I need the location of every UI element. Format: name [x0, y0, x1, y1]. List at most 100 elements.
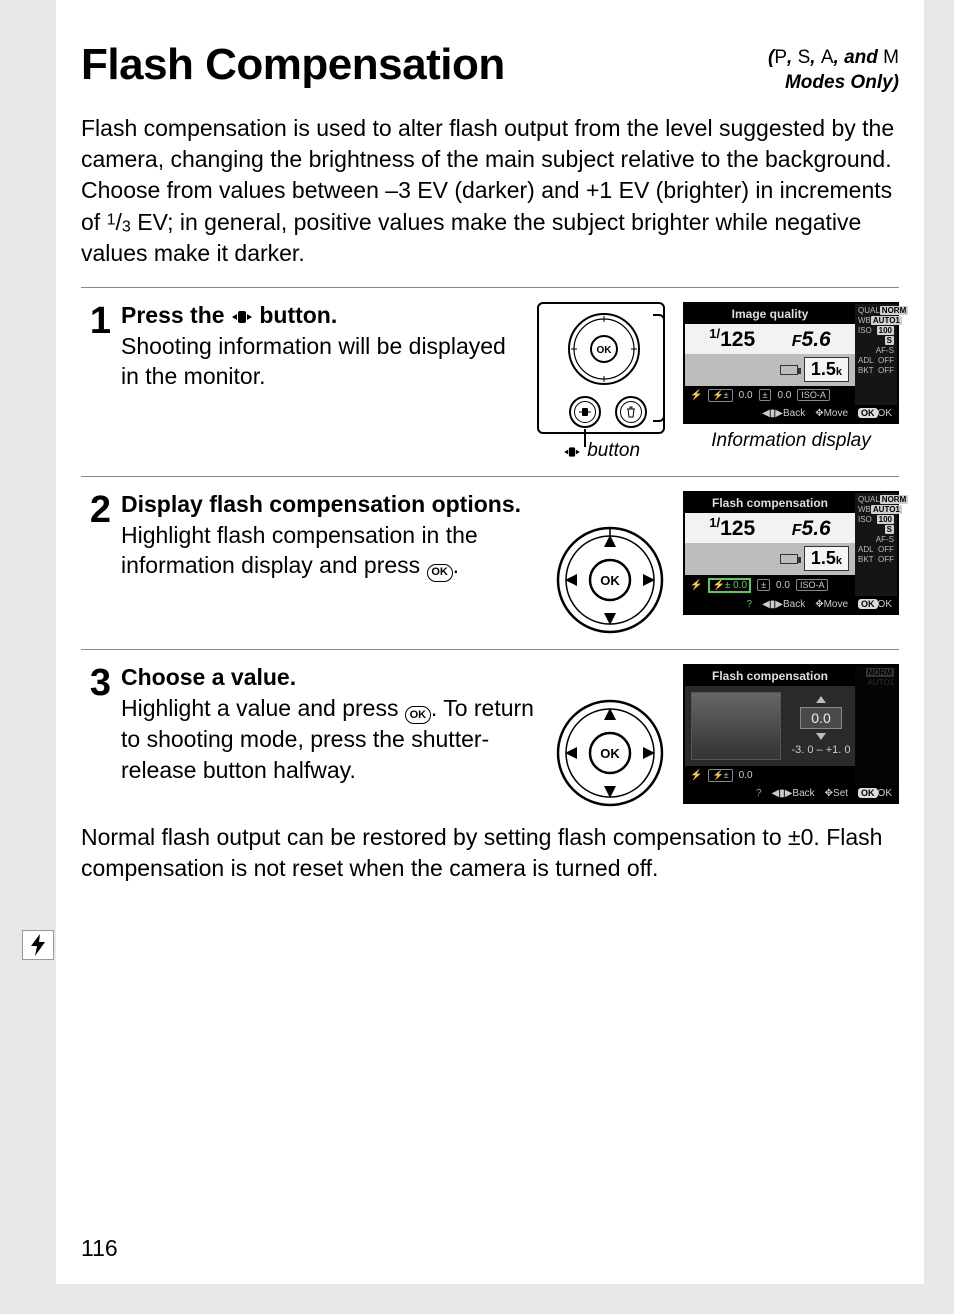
step-2-heading: Display flash compensation options. — [121, 491, 541, 518]
multi-selector-figure: OK — [555, 525, 665, 635]
lcd2-ec: 0.0 — [776, 580, 790, 591]
multi-selector-figure-2: OK — [555, 698, 665, 808]
lcd1-ok: OK — [858, 408, 878, 418]
ok-button-icon-2: OK — [405, 706, 431, 724]
lcd1-dist-k: k — [836, 366, 842, 378]
lcd3-set: Set — [833, 788, 848, 799]
lcd3-side: NORM AUTO1 — [855, 666, 897, 785]
step-3-num: 3 — [81, 664, 111, 785]
lcd3-back: Back — [792, 788, 814, 799]
lcd2-aperture: F5.6 — [792, 517, 831, 541]
s2-off1: OFF — [878, 545, 894, 554]
s-100: 100 — [877, 326, 894, 335]
s-wb: WB — [858, 316, 871, 325]
lcd1-foot: ◀▮▶Back ✥Move OKOK — [685, 405, 897, 422]
s2-s: S — [885, 525, 894, 534]
camera-back-figure: OK button — [537, 302, 665, 462]
s-afs: AF-S — [876, 346, 894, 355]
lcd2-ap-v: 5.6 — [802, 517, 831, 540]
step-3: 3 Choose a value. Highlight a value and … — [81, 664, 899, 808]
modes-s: S — [798, 47, 811, 68]
step-1-heading: Press the button. — [121, 302, 523, 329]
lcd-3-figure: Flash compensation 0.0 -3. 0 – +1. 0 — [683, 664, 899, 804]
s-auto: AUTO1 — [871, 316, 902, 325]
lcd3-ok: OK — [858, 788, 878, 798]
flash-comp-icon-caption — [562, 445, 582, 459]
lcd2-ok: OK — [858, 599, 878, 609]
s-off1: OFF — [878, 356, 894, 365]
multi-selector-icon: OK — [567, 312, 641, 386]
lcd2-title: Flash compensation — [685, 493, 855, 513]
lcd1-ap-f: F — [792, 333, 802, 350]
s2-norm: NORM — [880, 495, 908, 504]
s2-afs: AF-S — [876, 535, 894, 544]
lcd1-dist: 1.5k — [804, 357, 849, 382]
lcd-2-figure: Flash compensation 1/125 F5.6 1.5k ⚡ — [683, 491, 899, 615]
lcd3-preview — [691, 692, 781, 760]
lcd-2: Flash compensation 1/125 F5.6 1.5k ⚡ — [683, 491, 899, 615]
lcd3-scale: -3. 0 – +1. 0 — [791, 744, 850, 756]
step-2: 2 Display flash compensation options. Hi… — [81, 491, 899, 635]
lcd2-ap-f: F — [792, 522, 802, 539]
s3-auto: AUTO1 — [867, 678, 894, 687]
lcd1-dist-v: 1.5 — [811, 359, 836, 379]
lcd2-shutter: 1/125 — [709, 515, 755, 541]
ok-button-icon: OK — [427, 564, 453, 582]
intro-text: Flash compensation is used to alter flas… — [81, 113, 899, 269]
page-number: 116 — [81, 1235, 118, 1262]
lcd3-fc: 0.0 — [739, 770, 753, 781]
s2-off2: OFF — [878, 555, 894, 564]
lcd3-foot: ? ◀▮▶Back ✥Set OKOK — [685, 785, 897, 802]
lcd1-flash-icon: ⚡ — [690, 390, 702, 401]
flash-button-icon — [569, 396, 601, 428]
step-3-heading: Choose a value. — [121, 664, 541, 691]
lcd1-bar: ⚡ ⚡±0.0 ±0.0 ISO-A — [685, 386, 855, 405]
lcd-3: Flash compensation 0.0 -3. 0 – +1. 0 — [683, 664, 899, 804]
trash-button-icon — [615, 396, 647, 428]
lcd2-move: Move — [824, 599, 848, 610]
step-1: 1 Press the button. Shooting information… — [81, 302, 899, 462]
lcd1-side: QUALNORM WBAUTO1 ISO100 S AF-S ADLOFF BK… — [855, 304, 897, 405]
s2-qual: QUAL — [858, 495, 880, 504]
s2-post: . — [453, 552, 459, 578]
lcd1-aperture: F5.6 — [792, 328, 831, 352]
battery-icon-2 — [780, 554, 798, 564]
lcd2-back: Back — [783, 599, 805, 610]
lcd1-fc: 0.0 — [739, 390, 753, 401]
intro-p2: EV; in general, positive values make the… — [81, 209, 861, 266]
lcd2-iso: ISO-A — [796, 579, 829, 591]
frac-den: 3 — [122, 217, 131, 235]
s-qual: QUAL — [858, 306, 880, 315]
s2-100: 100 — [877, 515, 894, 524]
step-1-num: 1 — [81, 302, 111, 392]
battery-icon — [780, 365, 798, 375]
s2-pre: Highlight flash compensation in the info… — [121, 522, 478, 578]
s3-norm: NORM — [866, 668, 894, 677]
lcd1-ec: 0.0 — [777, 390, 791, 401]
info-display-figure: Image quality 1/125 F5.6 1.5k ⚡ — [683, 302, 899, 452]
svg-text:OK: OK — [597, 345, 613, 356]
s2-auto: AUTO1 — [871, 505, 902, 514]
down-arrow-icon — [816, 733, 826, 740]
lcd1-sh-val: 125 — [720, 328, 755, 351]
lcd2-dist-k: k — [836, 555, 842, 567]
svg-text:OK: OK — [600, 746, 620, 761]
modes-sep1: , — [787, 47, 798, 68]
svg-text:OK: OK — [600, 573, 620, 588]
step-2-body: Highlight flash compensation in the info… — [121, 520, 541, 582]
lcd1-sh-pre: 1/ — [709, 326, 720, 341]
up-arrow-icon — [816, 696, 826, 703]
lcd3-value: 0.0 — [800, 707, 841, 729]
lcd3-title: Flash compensation — [685, 666, 855, 686]
lcd1-back: Back — [783, 408, 805, 419]
lcd2-fc: 0.0 — [733, 580, 747, 591]
flash-comp-icon — [231, 308, 253, 326]
lcd1-move: Move — [824, 408, 848, 419]
frac-num: 1 — [107, 210, 116, 228]
modes-p: P — [774, 47, 787, 68]
fig1-cap-text: button — [582, 440, 640, 461]
s1-h-pre: Press the — [121, 302, 231, 328]
lcd3-bar: ⚡ ⚡±0.0 — [685, 766, 855, 785]
divider-2 — [81, 476, 899, 477]
s2-wb: WB — [858, 505, 871, 514]
